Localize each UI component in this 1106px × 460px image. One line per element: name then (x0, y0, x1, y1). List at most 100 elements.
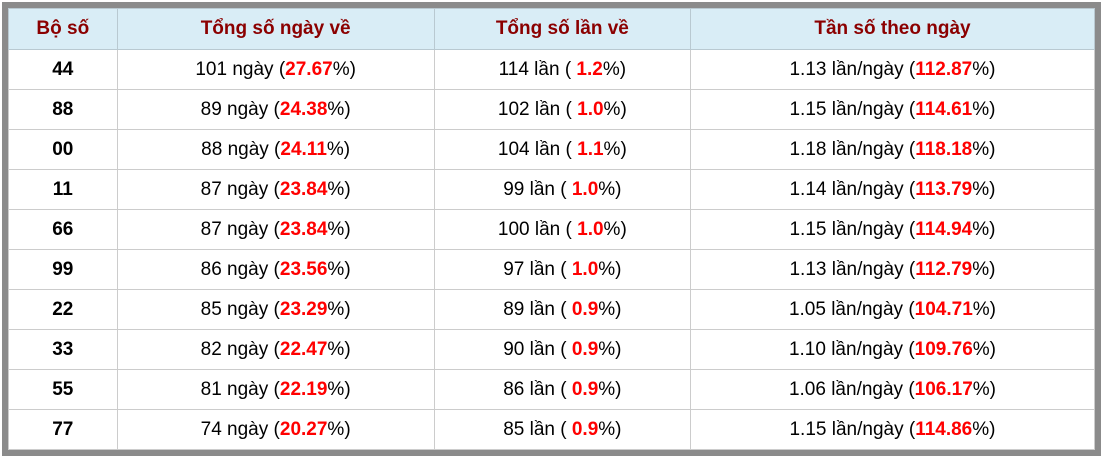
days-text: 87 ngày ( (200, 178, 280, 200)
cell-frequency: 1.05 lần/ngày (104.71%) (689, 289, 1096, 330)
header-total-days: Tổng số ngày về (116, 8, 435, 50)
cell-pair: 55 (8, 369, 118, 410)
cell-total-days: 87 ngày (23.84%) (116, 169, 435, 210)
cell-total-times: 99 lần ( 1.0%) (433, 169, 691, 210)
days-percent: 27.67 (285, 58, 333, 80)
freq-close: %) (972, 418, 996, 440)
times-close: %) (598, 298, 622, 320)
cell-pair: 99 (8, 249, 118, 290)
times-percent: 1.1 (577, 138, 604, 160)
days-percent: 23.29 (279, 298, 328, 320)
cell-total-times: 114 lần ( 1.2%) (433, 49, 691, 90)
statistics-table: Bộ số Tổng số ngày về Tổng số lần về Tần… (8, 8, 1096, 450)
cell-total-times: 85 lần ( 0.9%) (433, 409, 691, 450)
cell-pair: 77 (8, 409, 118, 450)
cell-total-days: 74 ngày (20.27%) (116, 409, 435, 450)
cell-frequency: 1.15 lần/ngày (114.94%) (689, 209, 1096, 250)
freq-close: %) (972, 178, 996, 200)
cell-total-days: 82 ngày (22.47%) (116, 329, 435, 370)
table-row: 55 81 ngày (22.19%) 86 lần ( 0.9%) 1.06 … (8, 369, 1096, 410)
days-text: 74 ngày ( (200, 418, 280, 440)
times-close: %) (598, 418, 622, 440)
cell-total-days: 87 ngày (23.84%) (116, 209, 435, 250)
times-close: %) (603, 98, 627, 120)
times-percent: 1.0 (577, 98, 604, 120)
freq-percent: 113.79 (915, 178, 973, 200)
cell-pair: 22 (8, 289, 118, 330)
freq-percent: 114.94 (915, 218, 973, 240)
cell-pair: 44 (8, 49, 118, 90)
header-total-times: Tổng số lần về (433, 8, 691, 50)
header-frequency-per-day: Tần số theo ngày (689, 8, 1096, 50)
days-percent: 22.47 (279, 338, 328, 360)
days-text: 85 ngày ( (200, 298, 280, 320)
times-text: 97 lần ( (503, 258, 572, 280)
times-text: 90 lần ( (503, 338, 572, 360)
times-close: %) (603, 138, 627, 160)
freq-percent: 109.76 (914, 338, 973, 360)
times-close: %) (598, 378, 622, 400)
days-percent: 23.56 (279, 258, 328, 280)
freq-close: %) (972, 138, 996, 160)
times-text: 89 lần ( (503, 298, 572, 320)
freq-text: 1.05 lần/ngày ( (788, 298, 915, 320)
cell-pair: 88 (8, 89, 118, 130)
days-text: 82 ngày ( (200, 338, 280, 360)
days-text: 81 ngày ( (200, 378, 280, 400)
cell-total-times: 104 lần ( 1.1%) (433, 129, 691, 170)
days-close: %) (327, 178, 351, 200)
freq-close: %) (972, 218, 996, 240)
freq-close: %) (972, 298, 997, 320)
freq-percent: 112.79 (915, 258, 973, 280)
days-close: %) (326, 138, 351, 160)
cell-total-days: 88 ngày (24.11%) (116, 129, 435, 170)
cell-pair: 66 (8, 209, 118, 250)
cell-pair: 00 (8, 129, 118, 170)
times-percent: 0.9 (571, 298, 599, 320)
times-percent: 0.9 (571, 378, 599, 400)
times-text: 104 lần ( (497, 138, 578, 160)
freq-percent: 114.86 (915, 418, 973, 440)
cell-frequency: 1.15 lần/ngày (114.86%) (689, 409, 1096, 450)
days-text: 89 ngày ( (200, 98, 280, 120)
days-close: %) (327, 218, 351, 240)
freq-close: %) (972, 58, 996, 80)
table-row: 88 89 ngày (24.38%) 102 lần ( 1.0%) 1.15… (8, 89, 1096, 130)
times-percent: 0.9 (571, 338, 599, 360)
days-text: 86 ngày ( (200, 258, 280, 280)
times-close: %) (603, 218, 627, 240)
cell-frequency: 1.13 lần/ngày (112.79%) (689, 249, 1096, 290)
cell-frequency: 1.18 lần/ngày (118.18%) (689, 129, 1096, 170)
times-percent: 0.9 (571, 418, 599, 440)
cell-pair: 11 (8, 169, 118, 210)
cell-frequency: 1.15 lần/ngày (114.61%) (689, 89, 1096, 130)
days-percent: 24.38 (279, 98, 328, 120)
cell-frequency: 1.14 lần/ngày (113.79%) (689, 169, 1096, 210)
table-row: 66 87 ngày (23.84%) 100 lần ( 1.0%) 1.15… (8, 209, 1096, 250)
freq-close: %) (972, 378, 997, 400)
freq-close: %) (972, 98, 996, 120)
days-text: 101 ngày ( (195, 58, 286, 80)
days-close: %) (327, 258, 351, 280)
days-close: %) (327, 418, 351, 440)
freq-percent: 104.71 (914, 298, 973, 320)
cell-pair: 33 (8, 329, 118, 370)
freq-percent: 118.18 (915, 138, 973, 160)
freq-text: 1.15 lần/ngày ( (789, 98, 916, 120)
days-close: %) (327, 298, 351, 320)
days-percent: 23.84 (279, 218, 328, 240)
cell-total-days: 86 ngày (23.56%) (116, 249, 435, 290)
cell-total-days: 101 ngày (27.67%) (116, 49, 435, 90)
times-percent: 1.2 (576, 58, 603, 80)
times-text: 102 lần ( (497, 98, 578, 120)
days-close: %) (327, 378, 351, 400)
freq-text: 1.15 lần/ngày ( (789, 218, 916, 240)
freq-percent: 114.61 (915, 98, 973, 120)
cell-total-times: 90 lần ( 0.9%) (433, 329, 691, 370)
times-text: 85 lần ( (503, 418, 572, 440)
times-percent: 1.0 (577, 218, 604, 240)
table-row: 22 85 ngày (23.29%) 89 lần ( 0.9%) 1.05 … (8, 289, 1096, 330)
days-text: 87 ngày ( (200, 218, 280, 240)
cell-total-times: 86 lần ( 0.9%) (433, 369, 691, 410)
header-pair: Bộ số (8, 8, 118, 50)
